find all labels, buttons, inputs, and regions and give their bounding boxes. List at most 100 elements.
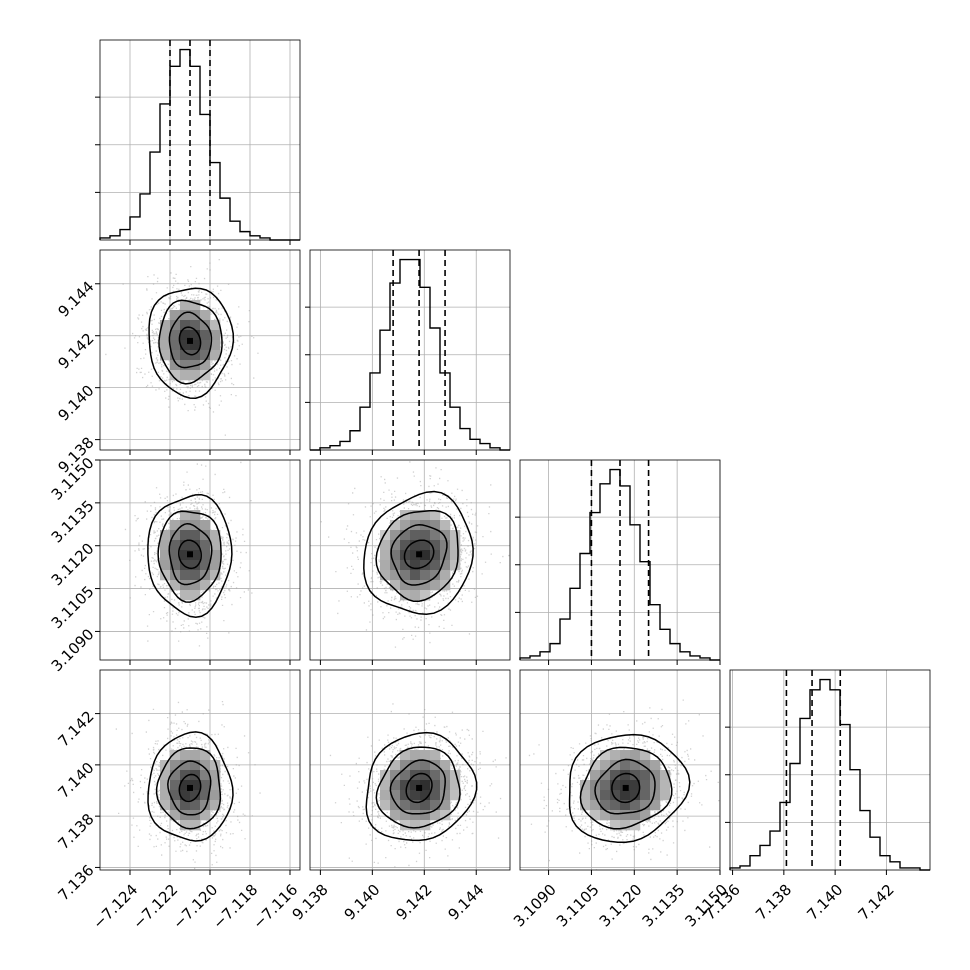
peak-marker: [187, 551, 193, 558]
contour-line: [363, 490, 474, 616]
density-cell: [400, 520, 411, 531]
peak-marker: [187, 784, 193, 791]
histogram-panel-2: [515, 459, 721, 661]
density-cell: [430, 560, 441, 571]
density-cell: [600, 810, 611, 821]
density-cell: [640, 780, 651, 791]
density-cell: [190, 800, 201, 811]
density-cell: [210, 570, 221, 581]
density-cell: [160, 770, 171, 781]
density-cell: [200, 580, 211, 591]
density-cell: [180, 590, 191, 601]
density-cell: [190, 790, 201, 801]
density-cell: [180, 770, 191, 781]
density-cell: [170, 310, 181, 321]
density-cell: [610, 760, 621, 771]
density-cell: [440, 810, 451, 821]
density-cell: [410, 540, 421, 551]
density-cell: [200, 790, 211, 801]
contour-line: [405, 772, 433, 804]
density-cell: [660, 780, 671, 791]
panel-frame: [99, 459, 301, 661]
density-cell: [180, 790, 191, 801]
density-cell: [650, 800, 661, 811]
density-cell: [440, 800, 451, 811]
density-cell: [430, 550, 441, 561]
contour-line: [178, 539, 202, 570]
density-cell: [180, 750, 191, 761]
density-cell: [640, 770, 651, 781]
density-cell: [640, 760, 651, 771]
density-cell: [410, 550, 421, 561]
density-cell: [170, 580, 181, 591]
density-cell: [180, 820, 191, 831]
density-cell: [400, 800, 411, 811]
contour-line: [579, 746, 673, 830]
density-cell: [190, 300, 201, 311]
density-cell: [600, 770, 611, 781]
panel-content: [310, 670, 510, 870]
density-cell: [390, 770, 401, 781]
contour-line: [389, 759, 446, 815]
panel-content: [100, 250, 300, 450]
histogram-step-3: [729, 678, 930, 871]
density-cell: [400, 760, 411, 771]
density-cell: [160, 350, 171, 361]
density-cell: [200, 760, 211, 771]
density-cell: [200, 780, 211, 791]
density-cell: [600, 800, 611, 811]
x-tick-label: 3.1105: [553, 881, 603, 931]
density-cell: [390, 780, 401, 791]
density-cell: [190, 780, 201, 791]
density-cell: [580, 800, 591, 811]
density-cell: [430, 790, 441, 801]
density-cell: [380, 540, 391, 551]
density-cell: [620, 800, 631, 811]
density-cell: [410, 810, 421, 821]
panel-content: [520, 670, 720, 870]
contour-line: [611, 772, 641, 804]
density-cell: [210, 800, 221, 811]
density-cell: [410, 750, 421, 761]
scatter-panel-3-2: [519, 669, 721, 871]
density-cell: [620, 750, 631, 761]
density-cell: [160, 540, 171, 551]
density-cell: [170, 350, 181, 361]
density-cell: [400, 750, 411, 761]
density-cell: [170, 370, 181, 381]
density-cell: [180, 330, 191, 341]
density-cell: [410, 790, 421, 801]
density-cell: [170, 760, 181, 771]
histogram-panel-3: [725, 669, 931, 871]
density-cell: [210, 760, 221, 771]
density-cell: [380, 530, 391, 541]
density-cell: [190, 820, 201, 831]
peak-marker: [416, 784, 423, 791]
panel-frame: [309, 459, 511, 661]
density-cell: [380, 790, 391, 801]
density-cell: [210, 530, 221, 541]
peak-marker: [622, 784, 629, 791]
contour-line: [168, 311, 213, 369]
density-cell: [430, 510, 441, 521]
density-cell: [200, 320, 211, 331]
density-cell: [170, 340, 181, 351]
y-tick-label: 3.1105: [48, 582, 98, 632]
density-cell: [210, 540, 221, 551]
y-tick-label: 7.140: [54, 759, 97, 802]
density-cell: [190, 370, 201, 381]
density-cell: [420, 590, 431, 601]
panel-content: [100, 670, 300, 870]
density-cell: [610, 770, 621, 781]
y-tick-label: 9.144: [54, 278, 97, 321]
density-cell: [170, 770, 181, 781]
density-cell: [630, 810, 641, 821]
density-cell: [620, 760, 631, 771]
density-cell: [640, 790, 651, 801]
density-cell: [650, 760, 661, 771]
density-cell: [440, 530, 451, 541]
density-cell: [210, 780, 221, 791]
density-cell: [410, 590, 421, 601]
density-cell: [630, 800, 641, 811]
density-cell: [210, 350, 221, 361]
